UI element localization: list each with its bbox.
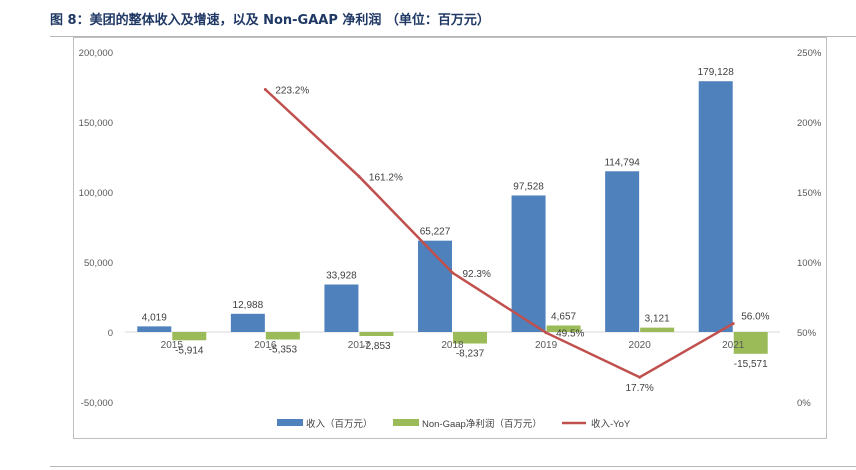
y-left-tick-label: 150,000 bbox=[79, 118, 113, 129]
bar-revenue-data-label: 114,794 bbox=[604, 157, 640, 168]
bar-revenue bbox=[511, 195, 546, 332]
bottom-divider bbox=[50, 466, 856, 467]
bar-net-profit-data-label: 4,657 bbox=[551, 311, 576, 322]
bar-net-profit bbox=[733, 332, 768, 354]
yoy-point bbox=[731, 322, 735, 326]
yoy-data-label: 161.2% bbox=[369, 172, 403, 183]
bar-net-profit-data-label: -5,353 bbox=[269, 344, 298, 355]
yoy-data-label: 223.2% bbox=[275, 86, 309, 97]
x-tick-label: 2019 bbox=[535, 340, 558, 351]
chart-frame bbox=[73, 37, 827, 439]
x-tick-label: 2015 bbox=[161, 340, 184, 351]
yoy-point bbox=[263, 88, 267, 92]
bar-revenue bbox=[324, 284, 359, 332]
y-right-tick-label: 0% bbox=[797, 398, 811, 409]
bar-revenue-data-label: 4,019 bbox=[142, 312, 167, 323]
x-tick-label: 2020 bbox=[629, 340, 652, 351]
bar-revenue-data-label: 65,227 bbox=[420, 227, 451, 238]
yoy-data-label: 49.5% bbox=[556, 329, 584, 340]
bar-revenue-data-label: 97,528 bbox=[513, 181, 544, 192]
x-tick-label: 2017 bbox=[348, 340, 371, 351]
yoy-data-label: 92.3% bbox=[463, 269, 491, 280]
y-left-tick-label: 0 bbox=[108, 328, 113, 339]
yoy-point bbox=[544, 331, 548, 335]
series-line-yoy bbox=[264, 88, 734, 379]
bar-net-profit-data-label: 3,121 bbox=[645, 314, 670, 325]
y-right-tick-label: 200% bbox=[797, 118, 822, 129]
bar-net-profit bbox=[546, 325, 581, 332]
y-right-tick-label: 150% bbox=[797, 188, 822, 199]
bar-revenue-data-label: 33,928 bbox=[326, 271, 357, 282]
bar-revenue bbox=[605, 171, 640, 332]
legend-yoy-label: 收入-YoY bbox=[591, 418, 631, 430]
y-left-tick-label: 50,000 bbox=[84, 258, 113, 269]
x-tick-label: 2016 bbox=[254, 340, 277, 351]
bar-revenue-data-label: 179,128 bbox=[698, 67, 735, 78]
yoy-data-label: 56.0% bbox=[741, 312, 769, 323]
yoy-point bbox=[638, 375, 642, 379]
yoy-data-label: 17.7% bbox=[625, 383, 653, 394]
title-divider bbox=[50, 36, 856, 37]
bar-revenue bbox=[230, 313, 265, 332]
chart-title: 图 8：美团的整体收入及增速，以及 Non-GAAP 净利润 （单位：百万元） bbox=[50, 13, 490, 28]
yoy-point bbox=[357, 174, 361, 178]
x-tick-label: 2018 bbox=[441, 340, 464, 351]
legend-revenue-swatch bbox=[277, 419, 303, 426]
bar-revenue bbox=[137, 326, 172, 332]
bar-net-profit bbox=[640, 327, 675, 332]
bar-net-profit-data-label: -15,571 bbox=[734, 359, 768, 370]
y-right-tick-label: 250% bbox=[797, 48, 822, 59]
x-tick-label: 2021 bbox=[722, 340, 745, 351]
bar-net-profit-data-label: -8,237 bbox=[456, 349, 485, 360]
bar-net-profit bbox=[265, 332, 300, 340]
y-left-tick-label: -50,000 bbox=[81, 398, 113, 409]
bar-net-profit-data-label: -2,853 bbox=[362, 341, 391, 352]
y-right-tick-label: 50% bbox=[797, 328, 817, 339]
yoy-point bbox=[451, 271, 454, 275]
legend-net-profit-label: Non-Gaap净利润（百万元） bbox=[422, 418, 542, 430]
y-right-tick-label: 100% bbox=[797, 258, 822, 269]
bar-revenue bbox=[698, 81, 733, 333]
bar-revenue-data-label: 12,988 bbox=[233, 300, 264, 311]
y-left-tick-label: 200,000 bbox=[79, 48, 113, 59]
bar-net-profit bbox=[359, 332, 394, 336]
bar-net-profit-data-label: -5,914 bbox=[175, 345, 204, 356]
bar-net-profit bbox=[453, 332, 487, 344]
legend-net-profit-swatch bbox=[393, 419, 419, 426]
bar-net-profit bbox=[172, 332, 207, 341]
legend-revenue-label: 收入（百万元） bbox=[306, 418, 373, 430]
y-left-tick-label: 100,000 bbox=[79, 188, 113, 199]
